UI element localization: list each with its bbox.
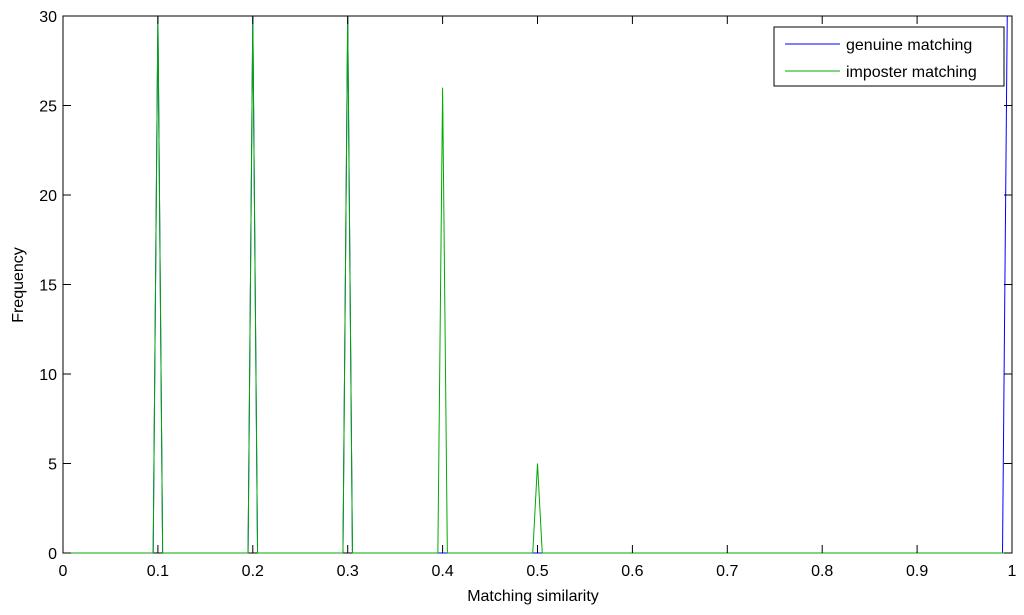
y-tick-label: 10	[39, 367, 57, 384]
x-tick-label: 0.4	[431, 563, 453, 580]
label-layer: 0 0.1 0.2 0.3 0.4 0.5 0.6 0.7 0.8 0.9 105101520253…	[39, 9, 1016, 580]
legend-label-imposter: imposter matching	[846, 64, 977, 81]
legend-label-genuine: genuine matching	[846, 37, 972, 54]
y-tick-label: 30	[39, 9, 57, 26]
legend-box	[773, 26, 1005, 87]
x-tick-label: 0.9	[906, 563, 928, 580]
x-tick-label: 0.1	[147, 563, 169, 580]
x-tick-label: 0.2	[242, 563, 264, 580]
y-tick-label: 20	[39, 188, 57, 205]
x-tick-label: 0	[59, 563, 68, 580]
x-tick-label: 0.7	[716, 563, 738, 580]
y-tick-label: 25	[39, 99, 57, 116]
x-tick-label: 1	[1008, 563, 1017, 580]
y-axis-label: Frequency	[10, 247, 27, 323]
x-tick-label: 0.8	[811, 563, 833, 580]
x-axis-label: Matching similarity	[467, 588, 599, 605]
x-tick-label: 0.6	[621, 563, 643, 580]
tick-layer	[62, 15, 1013, 554]
y-tick-label: 5	[48, 457, 57, 474]
y-tick-label: 0	[48, 546, 57, 563]
legend: genuine matching imposter matching	[773, 26, 1005, 87]
x-tick-label: 0.5	[526, 563, 548, 580]
y-tick-label: 15	[39, 278, 57, 295]
x-tick-label: 0.3	[337, 563, 359, 580]
